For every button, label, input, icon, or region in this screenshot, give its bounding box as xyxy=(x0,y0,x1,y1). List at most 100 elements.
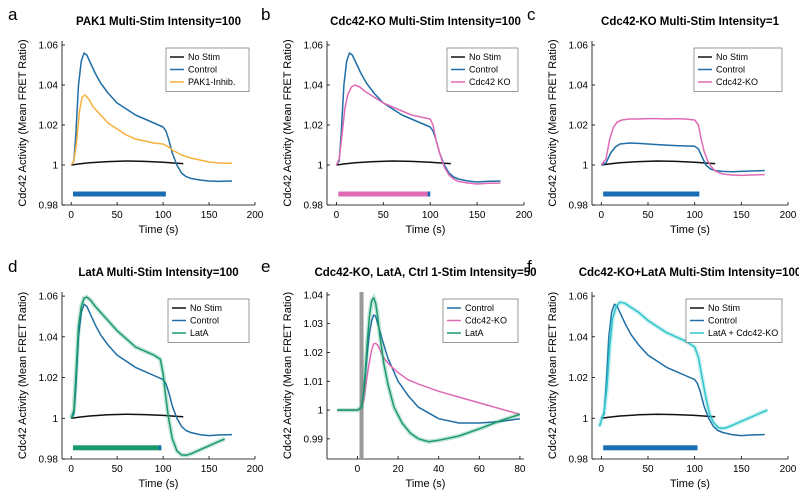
series-line-lata xyxy=(70,296,225,457)
x-tick-label: 0 xyxy=(68,464,74,475)
y-tick-label: 1.02 xyxy=(39,121,59,132)
y-tick-label: 1 xyxy=(52,414,58,425)
x-tick-label: 200 xyxy=(780,210,797,221)
y-tick-label: 1.02 xyxy=(569,373,589,384)
x-tick-label: 40 xyxy=(433,464,445,475)
x-tick-label: 150 xyxy=(201,210,218,221)
x-axis-label: Time (s) xyxy=(670,478,710,490)
stimulus-bar xyxy=(603,191,700,197)
x-tick-label: 200 xyxy=(516,210,533,221)
panel-b: b Cdc42-KO Multi-Stim Intensity=100 0 50 100… xyxy=(261,5,533,236)
x-tick-label: 150 xyxy=(733,464,750,475)
y-tick-label: 1.02 xyxy=(569,121,589,132)
legend-label: Control xyxy=(469,65,498,75)
y-tick-label: 0.98 xyxy=(304,201,324,212)
y-tick-label: 0.98 xyxy=(39,455,59,466)
x-tick-label: 20 xyxy=(393,464,405,475)
y-tick-label: 0.98 xyxy=(39,201,59,212)
y-tick-label: 1 xyxy=(317,406,323,417)
y-tick-label: 1.06 xyxy=(39,41,59,52)
legend-label: No Stim xyxy=(188,52,220,62)
stimulus-bar xyxy=(73,191,166,197)
y-axis-label: Cdc42 Activity (Mean FRET Ratio) xyxy=(17,39,29,206)
legend-label: LatA xyxy=(190,328,209,338)
x-tick-label: 50 xyxy=(112,464,124,475)
y-tick-label: 1 xyxy=(582,414,588,425)
y-tick-label: 0.98 xyxy=(569,201,589,212)
panel-title: Cdc42-KO Multi-Stim Intensity=1 xyxy=(601,16,780,28)
y-tick-label: 1.02 xyxy=(39,373,59,384)
y-tick-label: 0.99 xyxy=(304,434,324,445)
panel-title: Cdc42-KO Multi-Stim Intensity=100 xyxy=(330,16,521,28)
x-tick-label: 100 xyxy=(686,464,703,475)
y-tick-label: 1.04 xyxy=(569,332,589,343)
panel-title: Cdc42-KO+LatA Multi-Stim Intensity=100 xyxy=(579,267,799,279)
series-line-pak1 xyxy=(70,94,233,166)
panel-c: c Cdc42-KO Multi-Stim Intensity=1 0 50 100 15… xyxy=(527,5,797,236)
y-tick-label: 1.04 xyxy=(39,81,59,92)
panel-letter: a xyxy=(8,5,18,24)
x-axis-label: Time (s) xyxy=(670,224,710,236)
x-tick-label: 100 xyxy=(686,210,703,221)
panel-title: PAK1 Multi-Stim Intensity=100 xyxy=(76,16,241,28)
x-axis-label: Time (s) xyxy=(139,478,179,490)
panel-title: Cdc42-KO, LatA, Ctrl 1-Stim Intensity=50 xyxy=(314,267,536,279)
x-axis-label: Time (s) xyxy=(406,224,446,236)
panel-d: d LatA Multi-Stim Intensity=100 0 50 100 150 2… xyxy=(8,257,264,490)
series-line-nostim xyxy=(336,160,451,166)
panel-letter: e xyxy=(261,257,270,276)
x-tick-label: 200 xyxy=(247,210,264,221)
series-line-control xyxy=(70,52,233,183)
y-tick-label: 1.04 xyxy=(569,81,589,92)
x-tick-label: 50 xyxy=(642,464,654,475)
stimulus-bar xyxy=(73,445,162,451)
x-tick-label: 50 xyxy=(642,210,654,221)
y-tick-label: 1.01 xyxy=(304,377,324,388)
panel-letter: c xyxy=(527,5,536,24)
x-tick-label: 100 xyxy=(155,464,172,475)
x-axis-label: Time (s) xyxy=(406,478,446,490)
legend-label: Control xyxy=(708,316,737,326)
stimulus-bar-end xyxy=(427,191,431,197)
series-line-combo xyxy=(598,301,768,430)
legend-label: Cdc42-KO xyxy=(465,316,507,326)
series-line-nostim xyxy=(71,160,184,166)
legend-label: LatA + Cdc42-KO xyxy=(708,328,778,338)
y-tick-label: 1.06 xyxy=(569,292,589,303)
panel-letter: b xyxy=(261,5,270,24)
series-line-nostim xyxy=(71,413,184,420)
panel-f: f Cdc42-KO+LatA Multi-Stim Intensity=100 0… xyxy=(527,257,799,490)
y-tick-label: 1 xyxy=(52,161,58,172)
series-line-nostim xyxy=(601,160,716,166)
series-line-control xyxy=(335,52,501,183)
legend-label: PAK1-Inhib. xyxy=(188,77,235,87)
legend-label: No Stim xyxy=(469,52,501,62)
y-tick-label: 1.04 xyxy=(304,81,324,92)
y-tick-label: 1.04 xyxy=(39,332,59,343)
series-line-control xyxy=(70,303,233,437)
panel-letter: f xyxy=(527,257,532,276)
y-axis-label: Cdc42 Activity (Mean FRET Ratio) xyxy=(17,292,29,459)
y-axis-label: Cdc42 Activity (Mean FRET Ratio) xyxy=(282,39,294,206)
x-tick-label: 0 xyxy=(599,464,605,475)
x-tick-label: 100 xyxy=(155,210,172,221)
stimulus-bar xyxy=(359,292,364,459)
x-axis-label: Time (s) xyxy=(139,224,179,236)
y-tick-label: 1.03 xyxy=(304,319,324,330)
x-tick-label: 150 xyxy=(733,210,750,221)
x-tick-label: 150 xyxy=(201,464,218,475)
panel-title: LatA Multi-Stim Intensity=100 xyxy=(78,267,238,279)
legend-label: No Stim xyxy=(190,303,222,313)
x-tick-label: 200 xyxy=(780,464,797,475)
x-tick-label: 150 xyxy=(469,210,486,221)
stimulus-bar-end xyxy=(158,445,162,451)
x-tick-label: 100 xyxy=(422,210,439,221)
legend-label: No Stim xyxy=(708,303,740,313)
x-tick-label: 60 xyxy=(474,464,486,475)
y-tick-label: 1.02 xyxy=(304,121,324,132)
legend-label: Cdc42 KO xyxy=(469,77,511,87)
panel-a: a PAK1 Multi-Stim Intensity=100 0 50 100 150 2… xyxy=(8,5,264,236)
y-tick-label: 1.06 xyxy=(304,41,324,52)
panel-letter: d xyxy=(8,257,17,276)
